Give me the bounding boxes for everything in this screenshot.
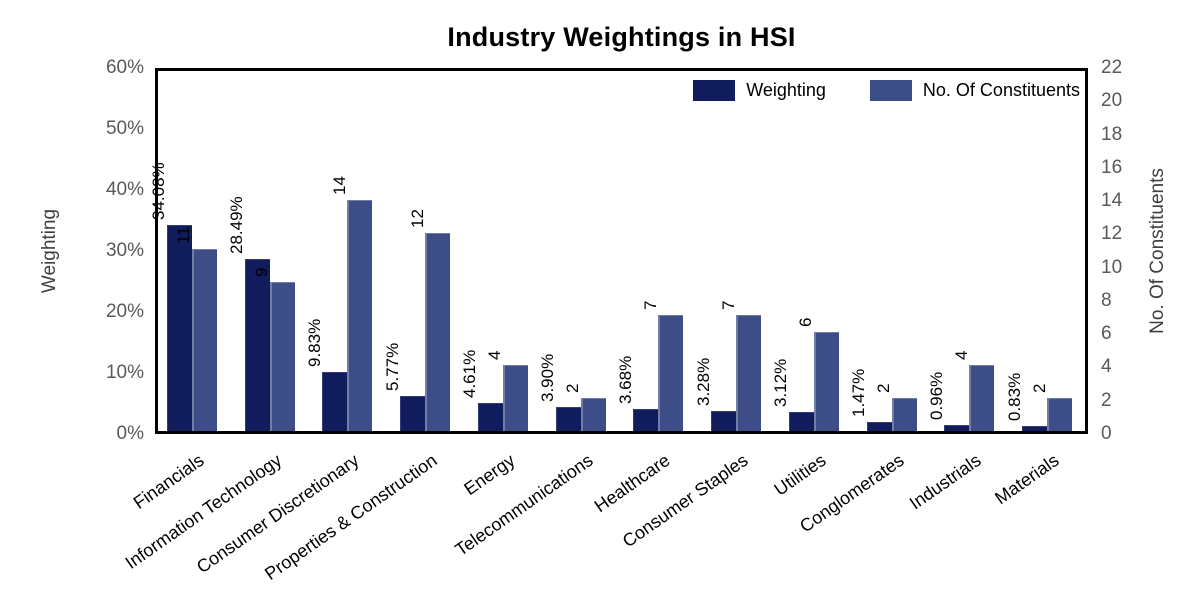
left-axis-tick: 20% <box>105 301 144 322</box>
bar-value-label-constituents: 4 <box>485 350 505 360</box>
left-axis-tick: 50% <box>105 118 144 139</box>
right-axis-tick: 6 <box>1101 323 1112 345</box>
bar-weighting <box>477 403 503 431</box>
bar-constituents <box>736 315 762 431</box>
right-axis-tick: 16 <box>1101 156 1123 178</box>
bar-constituents <box>891 398 917 431</box>
category-label: Energy <box>460 450 519 500</box>
bar-value-label-weighting: 34.08% <box>149 162 169 220</box>
right-axis-title: No. Of Constituents <box>1147 168 1168 334</box>
bar-value-label-constituents: 6 <box>796 317 816 327</box>
left-axis-tick: 0% <box>116 423 144 444</box>
right-axis-tick: 12 <box>1101 223 1123 245</box>
bar-weighting <box>400 396 426 431</box>
bar-value-label-constituents: 12 <box>407 209 427 228</box>
chart-title: Industry Weightings in HSI <box>447 22 796 52</box>
bar-value-label-weighting: 3.28% <box>693 357 713 406</box>
legend-item-constituents: No. Of Constituents <box>869 80 1080 101</box>
bar-value-label-constituents: 9 <box>252 267 272 277</box>
bar-value-label-weighting: 0.83% <box>1004 372 1024 421</box>
category-label: Telecommunications <box>451 450 597 560</box>
bar-constituents <box>347 200 373 431</box>
bar-weighting <box>633 409 659 431</box>
bar-constituents <box>813 332 839 431</box>
bar-value-label-constituents: 2 <box>874 383 894 393</box>
right-axis-tick: 4 <box>1101 356 1112 378</box>
plot-area <box>155 68 1088 434</box>
right-axis-tick: 10 <box>1101 256 1123 278</box>
right-axis-tick: 18 <box>1101 123 1123 145</box>
legend-label-constituents: No. Of Constituents <box>922 80 1080 100</box>
bar-constituents <box>969 365 995 431</box>
bar-constituents <box>502 365 528 431</box>
left-axis-tick: 30% <box>105 240 144 261</box>
bar-value-label-weighting: 3.90% <box>538 353 558 402</box>
bar-weighting <box>866 422 892 431</box>
bar-value-label-weighting: 0.96% <box>926 371 946 420</box>
bar-weighting <box>555 407 581 431</box>
right-axis-tick: 8 <box>1101 289 1112 311</box>
bar-value-label-weighting: 3.12% <box>771 358 791 407</box>
left-axis-tick: 60% <box>105 57 144 78</box>
right-axis-tick: 20 <box>1101 90 1123 112</box>
bar-value-label-weighting: 5.77% <box>382 342 402 391</box>
bar-weighting <box>1022 426 1048 431</box>
bar-value-label-constituents: 4 <box>951 350 971 360</box>
bar-value-label-constituents: 2 <box>563 383 583 393</box>
bar-constituents <box>1047 398 1073 431</box>
category-label: Materials <box>991 450 1063 509</box>
legend-item-weighting: Weighting <box>693 80 826 101</box>
bar-weighting <box>788 412 814 431</box>
bar-value-label-constituents: 14 <box>329 176 349 195</box>
bar-weighting <box>711 411 737 431</box>
category-label: Industrials <box>906 450 985 514</box>
bar-value-label-constituents: 7 <box>640 300 660 310</box>
bar-value-label-constituents: 11 <box>174 226 194 244</box>
legend: Weighting No. Of Constituents <box>693 80 1080 101</box>
bar-weighting <box>944 425 970 431</box>
bar-value-label-weighting: 1.47% <box>849 368 869 417</box>
right-axis-tick: 0 <box>1101 423 1112 444</box>
left-axis-tick: 40% <box>105 179 144 200</box>
bar-constituents <box>658 315 684 431</box>
category-label: Utilities <box>770 450 830 500</box>
bar-weighting <box>166 225 192 431</box>
bar-constituents <box>191 249 217 431</box>
right-axis-tick: 14 <box>1101 190 1123 212</box>
legend-label-weighting: Weighting <box>746 80 826 100</box>
bar-constituents <box>425 233 451 431</box>
bar-value-label-constituents: 2 <box>1029 383 1049 393</box>
bar-value-label-weighting: 4.61% <box>460 349 480 398</box>
bar-value-label-constituents: 7 <box>718 300 738 310</box>
bar-weighting <box>244 259 270 431</box>
bar-value-label-weighting: 28.49% <box>227 196 247 254</box>
bar-value-label-weighting: 9.83% <box>304 318 324 367</box>
right-axis-tick: 2 <box>1101 389 1112 411</box>
bar-constituents <box>269 282 295 431</box>
right-axis-tick: 22 <box>1101 57 1123 78</box>
legend-swatch-weighting-icon <box>693 80 736 101</box>
bar-constituents <box>580 398 606 431</box>
bar-weighting <box>322 372 348 431</box>
left-axis-tick: 10% <box>105 362 144 383</box>
legend-swatch-constituents-icon <box>869 80 912 101</box>
bar-value-label-weighting: 3.68% <box>615 355 635 404</box>
